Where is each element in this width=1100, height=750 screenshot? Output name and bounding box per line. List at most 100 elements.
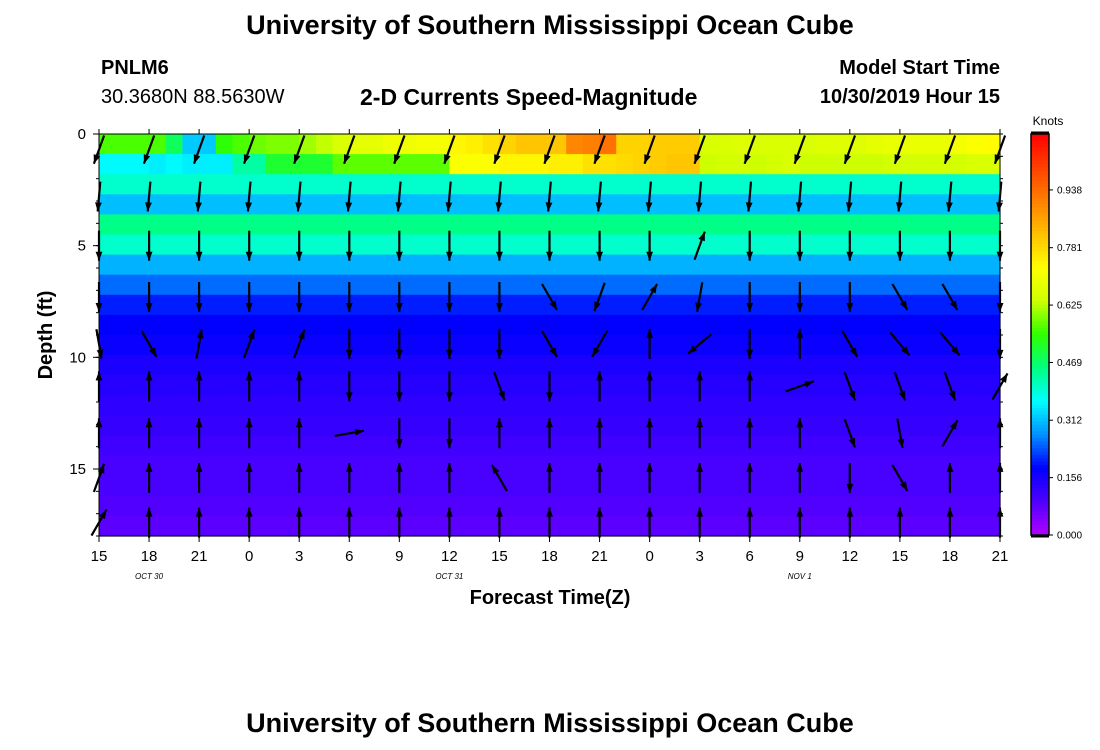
heatmap-cell	[749, 395, 768, 416]
heatmap-cell	[466, 254, 484, 276]
colorbar-segment	[1031, 444, 1049, 449]
heatmap-cell	[949, 214, 968, 236]
heatmap-cell	[282, 214, 300, 236]
heatmap-cell	[232, 234, 250, 256]
heatmap-cell	[883, 515, 901, 537]
heatmap-cell	[299, 174, 317, 195]
heatmap-cell	[499, 294, 517, 316]
current-arrow	[295, 181, 303, 212]
heatmap-cell	[649, 234, 667, 256]
heatmap-cell	[516, 395, 534, 416]
heatmap-cell	[949, 395, 968, 416]
heatmap-cell	[799, 174, 818, 195]
x-tick-label: 15	[892, 548, 909, 565]
colorbar-segment	[1031, 354, 1049, 359]
current-arrow	[596, 371, 603, 402]
heatmap-cell	[449, 375, 467, 396]
heatmap-cell	[949, 294, 968, 316]
heatmap-cell	[849, 154, 868, 175]
heatmap-cell	[566, 375, 584, 396]
current-arrow	[395, 282, 403, 312]
heatmap-cell	[749, 355, 768, 376]
current-arrow	[745, 181, 753, 212]
colorbar-segment	[1031, 411, 1049, 416]
heatmap-cell	[716, 234, 734, 256]
heatmap-cell	[315, 194, 334, 215]
heatmap-cell	[165, 395, 184, 416]
heatmap-cell	[899, 154, 918, 175]
arrow-head	[901, 346, 910, 356]
heatmap-cell	[966, 294, 984, 316]
current-arrow	[891, 464, 909, 492]
heatmap-cell	[399, 274, 417, 296]
heatmap-cell	[599, 214, 617, 236]
heatmap-cell	[516, 134, 534, 155]
current-arrow	[145, 418, 153, 449]
current-arrow	[242, 135, 256, 165]
heatmap-cell	[449, 234, 467, 256]
current-arrow	[345, 328, 353, 359]
current-arrow	[195, 329, 204, 359]
heatmap-cell	[916, 515, 934, 537]
current-arrow	[941, 419, 959, 447]
heatmap-cell	[382, 335, 400, 356]
heatmap-cell	[282, 515, 300, 537]
colorbar-segment	[1031, 351, 1049, 356]
heatmap-cell	[566, 194, 584, 215]
heatmap-cell	[232, 314, 250, 336]
date-label: NOV 1	[788, 572, 812, 581]
heatmap-cell	[983, 335, 1001, 356]
heatmap-cell	[899, 455, 918, 477]
heatmap-cell	[816, 314, 834, 336]
heatmap-cell	[165, 314, 184, 336]
colorbar-segment	[1031, 334, 1049, 339]
heatmap-cell	[716, 455, 734, 477]
arrow-head	[395, 349, 403, 359]
current-arrow	[145, 282, 153, 312]
heatmap-cell	[349, 515, 367, 537]
heatmap-cell	[833, 294, 851, 316]
heatmap-cell	[449, 495, 467, 517]
heatmap-cell	[899, 174, 918, 195]
heatmap-cell	[365, 495, 384, 517]
heatmap-cell	[966, 214, 984, 236]
heatmap-cell	[432, 415, 450, 437]
heatmap-cell	[849, 415, 868, 437]
heatmap-cell	[916, 395, 934, 416]
heatmap-cell	[966, 154, 984, 175]
heatmap-cell	[165, 475, 184, 497]
arrow-head	[99, 509, 107, 520]
heatmap-cell	[599, 415, 617, 437]
heatmap-cell	[916, 375, 934, 396]
heatmap-cell	[482, 495, 501, 517]
heatmap-cell	[265, 375, 284, 396]
heatmap-cell	[716, 154, 734, 175]
current-arrow	[195, 371, 203, 402]
arrow-head	[848, 390, 856, 401]
heatmap-cell	[766, 335, 784, 356]
heatmap-cell	[883, 475, 901, 497]
heatmap-cell	[949, 355, 968, 376]
heatmap-cell	[432, 174, 450, 195]
x-tick-label: 18	[541, 548, 558, 565]
heatmap-cell	[99, 395, 117, 416]
heatmap-cell	[816, 234, 834, 256]
heatmap-cell	[265, 174, 284, 195]
heatmap-cell	[966, 314, 984, 336]
heatmap-cell	[983, 355, 1001, 376]
heatmap-cell	[466, 395, 484, 416]
heatmap-cell	[949, 254, 968, 276]
heatmap-cell	[733, 234, 751, 256]
heatmap-cell	[382, 375, 400, 396]
arrow-head	[688, 345, 698, 354]
current-arrow	[345, 371, 353, 402]
arrow-head	[646, 462, 653, 472]
current-arrow	[295, 507, 303, 538]
arrow-head	[546, 251, 553, 261]
arrow-head	[695, 202, 703, 212]
current-arrow	[145, 230, 153, 261]
current-arrow	[343, 135, 356, 165]
heatmap-cell	[299, 495, 317, 517]
heatmap-cell	[349, 455, 367, 477]
heatmap-cell	[432, 254, 450, 276]
